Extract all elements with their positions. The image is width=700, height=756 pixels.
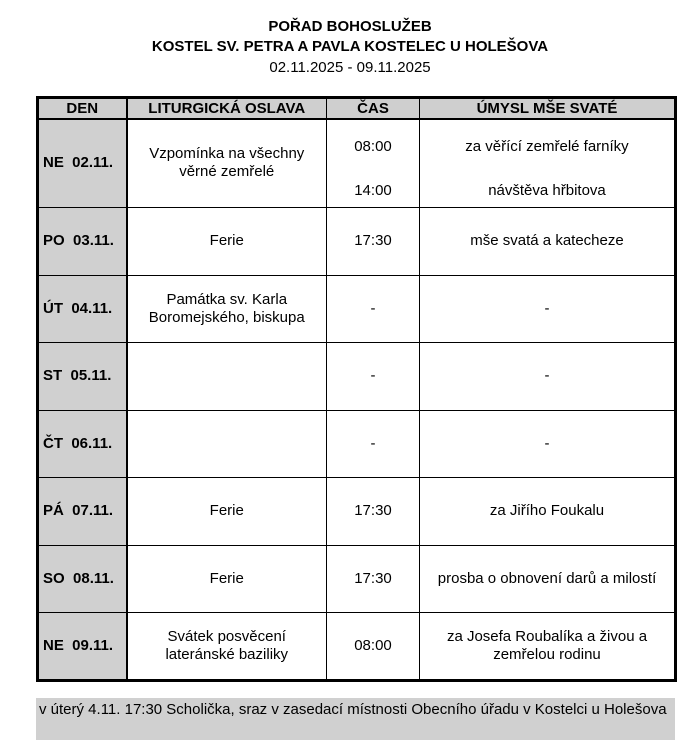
day-cell: SO 08.11. xyxy=(37,544,128,613)
day-cell: NE 02.11. xyxy=(37,118,128,208)
table-row: PO 03.11. Ferie 17:30 mše svatá a katecheze xyxy=(37,206,676,276)
time-label: 08:00 xyxy=(354,636,392,654)
time-cell: - xyxy=(326,409,420,478)
intention-label: za Jiřího Foukalu xyxy=(489,502,605,519)
intention-cell: za Jiřího Foukalu xyxy=(419,476,676,546)
day-label: PO 03.11. xyxy=(43,232,114,249)
celebration-label: Ferie xyxy=(209,569,244,587)
announcement-note: v úterý 4.11. 17:30 Scholička, sraz v za… xyxy=(36,698,675,740)
intention-cell: - xyxy=(419,341,676,411)
time-cell: 17:30 xyxy=(326,206,420,276)
day-label: NE 09.11. xyxy=(43,636,114,654)
celebration-cell: Ferie xyxy=(126,206,327,276)
time-cell: 08:00 14:00 xyxy=(326,118,420,208)
celebration-cell: Památka sv. Karla Boromejského, biskupa xyxy=(126,274,327,343)
intention-label: za věřící zemřelé farníky xyxy=(465,138,629,156)
day-label: PÁ 07.11. xyxy=(43,502,114,519)
table-row: NE 09.11. Svátek posvěcení lateránské baz… xyxy=(37,611,676,681)
celebration-cell: Svátek posvěcení lateránské baziliky xyxy=(126,611,327,681)
church-name: KOSTEL SV. PETRA A PAVLA KOSTELEC U HOLE… xyxy=(151,38,549,55)
intention-label: - xyxy=(544,367,550,384)
celebration-label: Vzpomínka na všechny věrné zemřelé xyxy=(149,145,305,181)
day-cell: ČT 06.11. xyxy=(37,409,128,478)
column-header-intention: ÚMYSL MŠE SVATÉ xyxy=(419,97,676,120)
table-row: PÁ 07.11. Ferie 17:30 za Jiřího Foukalu xyxy=(37,476,676,546)
celebration-label: Svátek posvěcení lateránské baziliky xyxy=(165,627,289,663)
table-row: SO 08.11. Ferie 17:30 prosba o obnovení dar… xyxy=(37,544,676,613)
column-header-day: DEN xyxy=(37,97,128,120)
time-label: 08:00 xyxy=(354,138,392,156)
celebration-cell: Vzpomínka na všechny věrné zemřelé xyxy=(126,118,327,208)
table-row: NE 02.11. Vzpomínka na všechny věrné zemř… xyxy=(37,118,676,208)
time-label: 14:00 xyxy=(354,182,392,200)
intention-cell: - xyxy=(419,274,676,343)
column-header-time: ČAS xyxy=(326,97,420,120)
intention-label: prosba o obnovení darů a milostí xyxy=(437,569,657,587)
table-row: ÚT 04.11. Památka sv. Karla Boromejského,… xyxy=(37,274,676,343)
day-label: NE 02.11. xyxy=(43,154,114,172)
time-cell: - xyxy=(326,274,420,343)
day-cell: ST 05.11. xyxy=(37,341,128,411)
time-cell: 08:00 xyxy=(326,611,420,681)
day-label: SO 08.11. xyxy=(43,569,114,587)
intention-cell: za Josefa Roubalíka a živou a zemřelou r… xyxy=(419,611,676,681)
date-range: 02.11.2025 - 09.11.2025 xyxy=(269,59,431,76)
intention-cell: za věřící zemřelé farníky návštěva hřbito… xyxy=(419,118,676,208)
celebration-cell: Ferie xyxy=(126,476,327,546)
day-cell: ÚT 04.11. xyxy=(37,274,128,343)
table-row: ST 05.11. - - xyxy=(37,341,676,411)
intention-label: za Josefa Roubalíka a živou a zemřelou r… xyxy=(446,627,648,663)
intention-cell: - xyxy=(419,409,676,478)
table-header-row: DEN LITURGICKÁ OSLAVA ČAS ÚMYSL MŠE SVAT… xyxy=(37,97,676,120)
page-title: POŘAD BOHOSLUŽEB xyxy=(268,18,432,35)
schedule-table: DEN LITURGICKÁ OSLAVA ČAS ÚMYSL MŠE SVAT… xyxy=(36,96,677,682)
intention-cell: mše svatá a katecheze xyxy=(419,206,676,276)
intention-label: mše svatá a katecheze xyxy=(470,232,624,249)
intention-label: - xyxy=(544,299,550,317)
table-row: ČT 06.11. - - xyxy=(37,409,676,478)
intention-cell: prosba o obnovení darů a milostí xyxy=(419,544,676,613)
time-cell: 17:30 xyxy=(326,476,420,546)
time-label: 17:30 xyxy=(354,232,392,249)
day-label: ČT 06.11. xyxy=(43,434,113,452)
celebration-label: Ferie xyxy=(209,502,244,519)
time-cell: 17:30 xyxy=(326,544,420,613)
day-label: ST 05.11. xyxy=(43,367,112,384)
celebration-cell: Ferie xyxy=(126,544,327,613)
celebration-label: Památka sv. Karla Boromejského, biskupa xyxy=(148,290,305,326)
column-header-celebration: LITURGICKÁ OSLAVA xyxy=(126,97,327,120)
time-label: 17:30 xyxy=(354,569,392,587)
time-label: - xyxy=(370,367,376,384)
time-cell: - xyxy=(326,341,420,411)
day-cell: NE 09.11. xyxy=(37,611,128,681)
day-cell: PO 03.11. xyxy=(37,206,128,276)
time-label: - xyxy=(370,299,376,317)
celebration-cell xyxy=(126,409,327,478)
time-label: 17:30 xyxy=(354,502,392,519)
day-cell: PÁ 07.11. xyxy=(37,476,128,546)
celebration-label: Ferie xyxy=(209,232,244,249)
day-label: ÚT 04.11. xyxy=(43,299,113,317)
time-label: - xyxy=(370,434,376,452)
intention-label: návštěva hřbitova xyxy=(488,182,606,200)
celebration-cell xyxy=(126,341,327,411)
intention-label: - xyxy=(544,434,550,452)
